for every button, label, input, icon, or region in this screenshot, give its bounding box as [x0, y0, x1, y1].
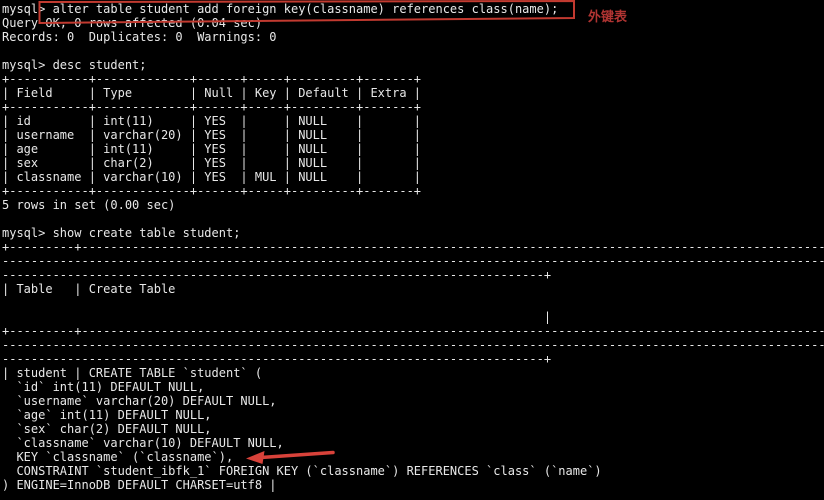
terminal-line: mysql> alter table student add foreign k… [2, 2, 559, 16]
terminal-line: KEY `classname` (`classname`), [2, 450, 234, 464]
terminal-line: | Table | Create Table [2, 282, 176, 296]
terminal-line: | Field | Type | Null | Key | Default | … [2, 86, 422, 100]
terminal-line: Query OK, 0 rows affected (0.04 sec) [2, 16, 263, 30]
terminal-line: +---------+-----------------------------… [2, 324, 824, 338]
terminal-line: `sex` char(2) DEFAULT NULL, [2, 422, 212, 436]
terminal-line [2, 212, 824, 226]
terminal-line: | [2, 310, 552, 324]
terminal-line: `classname` varchar(10) DEFAULT NULL, [2, 436, 284, 450]
terminal-line: CONSTRAINT `student_ibfk_1` FOREIGN KEY … [2, 464, 602, 478]
terminal-line: ----------------------------------------… [2, 268, 552, 282]
terminal-line: Records: 0 Duplicates: 0 Warnings: 0 [2, 30, 277, 44]
terminal-line: 5 rows in set (0.00 sec) [2, 198, 176, 212]
terminal-line: `id` int(11) DEFAULT NULL, [2, 380, 205, 394]
terminal-line: +-----------+-------------+------+-----+… [2, 72, 422, 86]
terminal-line: `username` varchar(20) DEFAULT NULL, [2, 394, 277, 408]
terminal-line: | username | varchar(20) | YES | | NULL … [2, 128, 422, 142]
terminal-line: `age` int(11) DEFAULT NULL, [2, 408, 212, 422]
terminal-line: ) ENGINE=InnoDB DEFAULT CHARSET=utf8 | [2, 478, 277, 492]
terminal-line [2, 44, 824, 58]
terminal-line: | id | int(11) | YES | | NULL | | [2, 114, 422, 128]
terminal-line [2, 296, 824, 310]
annotation-label: 外键表 [588, 10, 628, 25]
terminal-line: | sex | char(2) | YES | | NULL | | [2, 156, 422, 170]
terminal-line: ----------------------------------------… [2, 352, 552, 366]
terminal-line: | age | int(11) | YES | | NULL | | [2, 142, 422, 156]
terminal-line: | classname | varchar(10) | YES | MUL | … [2, 170, 422, 184]
terminal-line: mysql> desc student; [2, 58, 147, 72]
terminal-line: | student | CREATE TABLE `student` ( [2, 366, 263, 380]
terminal-line: mysql> show create table student; [2, 226, 241, 240]
terminal-line: +-----------+-------------+------+-----+… [2, 100, 422, 114]
terminal-line: ----------------------------------------… [2, 338, 824, 352]
terminal-line: +-----------+-------------+------+-----+… [2, 184, 422, 198]
terminal-line: ----------------------------------------… [2, 254, 824, 268]
terminal-line: +---------+-----------------------------… [2, 240, 824, 254]
